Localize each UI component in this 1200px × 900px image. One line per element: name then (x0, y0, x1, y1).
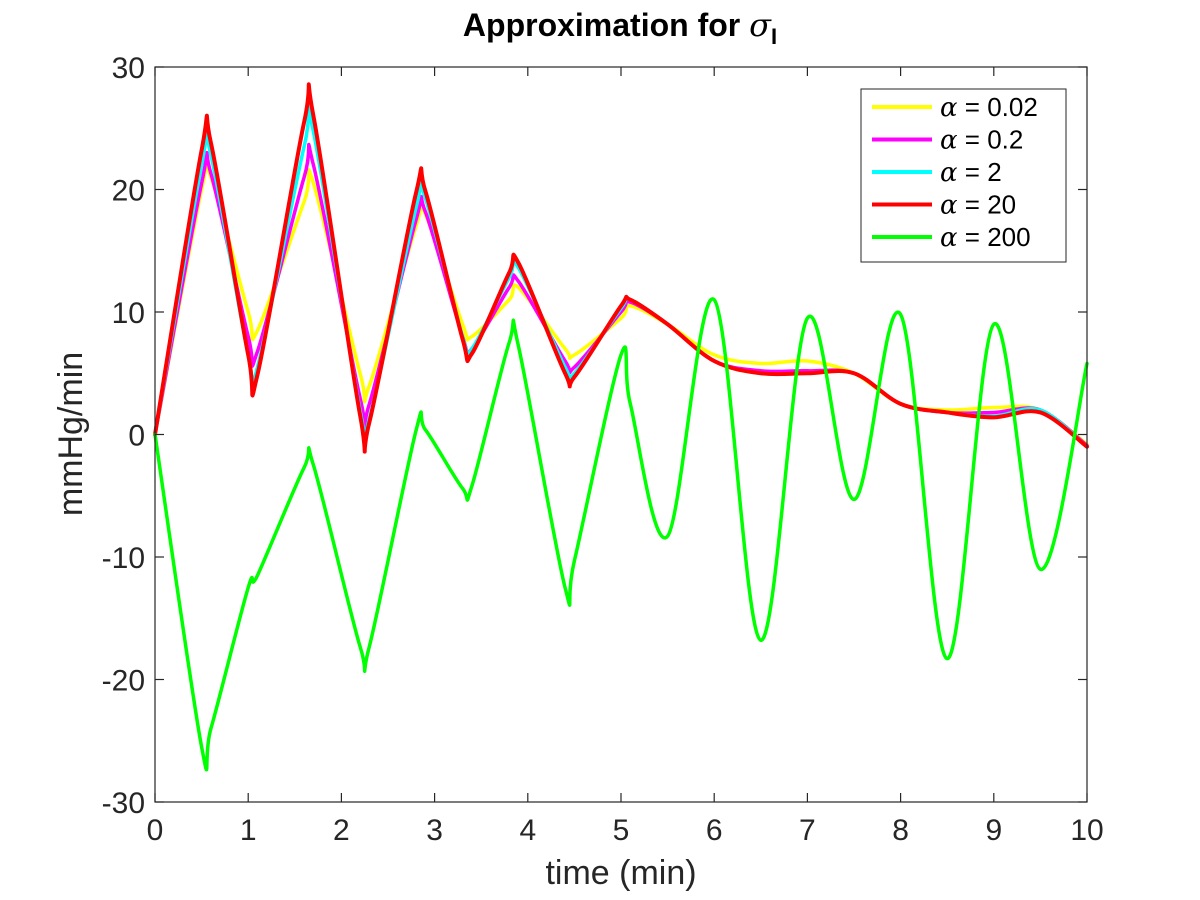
legend-symbol: α (940, 158, 958, 188)
x-tick-label: 10 (1070, 814, 1103, 847)
x-tick-label: 2 (333, 814, 350, 847)
legend-value: = 2 (958, 157, 1002, 187)
legend-value: = 20 (958, 190, 1017, 220)
x-tick-label: 9 (985, 814, 1002, 847)
chart-title-subscript: I (770, 24, 778, 49)
x-axis-label: time (min) (545, 854, 696, 892)
x-tick-label: 8 (892, 814, 909, 847)
y-tick-label: -10 (102, 542, 145, 575)
legend-value: = 0.2 (958, 125, 1024, 155)
legend-item: α = 0.02 (872, 92, 1038, 123)
series-line-4 (153, 297, 1089, 772)
y-tick-label: -20 (102, 665, 145, 698)
y-tick-label: 20 (112, 175, 145, 208)
y-axis-label: mmHg/min (52, 352, 90, 516)
legend-item: α = 2 (872, 157, 1002, 188)
legend-label: α = 0.02 (940, 92, 1038, 123)
series-line-3 (153, 82, 1089, 454)
x-tick-label: 5 (613, 814, 630, 847)
legend-box (860, 88, 1067, 263)
x-tick-label: 7 (799, 814, 816, 847)
x-tick-label: 1 (240, 814, 257, 847)
y-tick-label: -30 (102, 787, 145, 820)
x-tick-label: 0 (147, 814, 164, 847)
x-tick-label: 3 (426, 814, 443, 847)
legend-label: α = 200 (940, 222, 1031, 253)
legend-item: α = 200 (872, 222, 1031, 253)
x-tick-label: 4 (519, 814, 536, 847)
legend-symbol: α (940, 126, 958, 156)
legend-value: = 0.02 (958, 92, 1038, 122)
chart-title: Approximation for σI (0, 6, 1200, 49)
y-tick-label: 30 (112, 52, 145, 85)
tick-layer: 0 1 2 3 4 5 6 7 8 9 10 -30 -20 -10 0 10 20 30 (102, 52, 1104, 847)
legend-symbol: α (940, 93, 958, 123)
legend-symbol: α (940, 223, 958, 253)
legend-item: α = 20 (872, 190, 1016, 221)
legend-label: α = 2 (940, 157, 1002, 188)
series-layer (153, 82, 1089, 772)
chart-title-symbol: σ (749, 6, 771, 44)
legend-value: = 200 (958, 222, 1031, 252)
y-tick-label: 0 (128, 420, 145, 453)
legend-label: α = 0.2 (940, 125, 1023, 156)
y-tick-label: 10 (112, 297, 145, 330)
legend-item: α = 0.2 (872, 125, 1023, 156)
legend: α = 0.02α = 0.2α = 2α = 20α = 200 (860, 88, 1067, 263)
legend-symbol: α (940, 191, 958, 221)
chart-title-text: Approximation for (462, 7, 750, 43)
legend-label: α = 20 (940, 190, 1016, 221)
x-tick-label: 6 (706, 814, 723, 847)
